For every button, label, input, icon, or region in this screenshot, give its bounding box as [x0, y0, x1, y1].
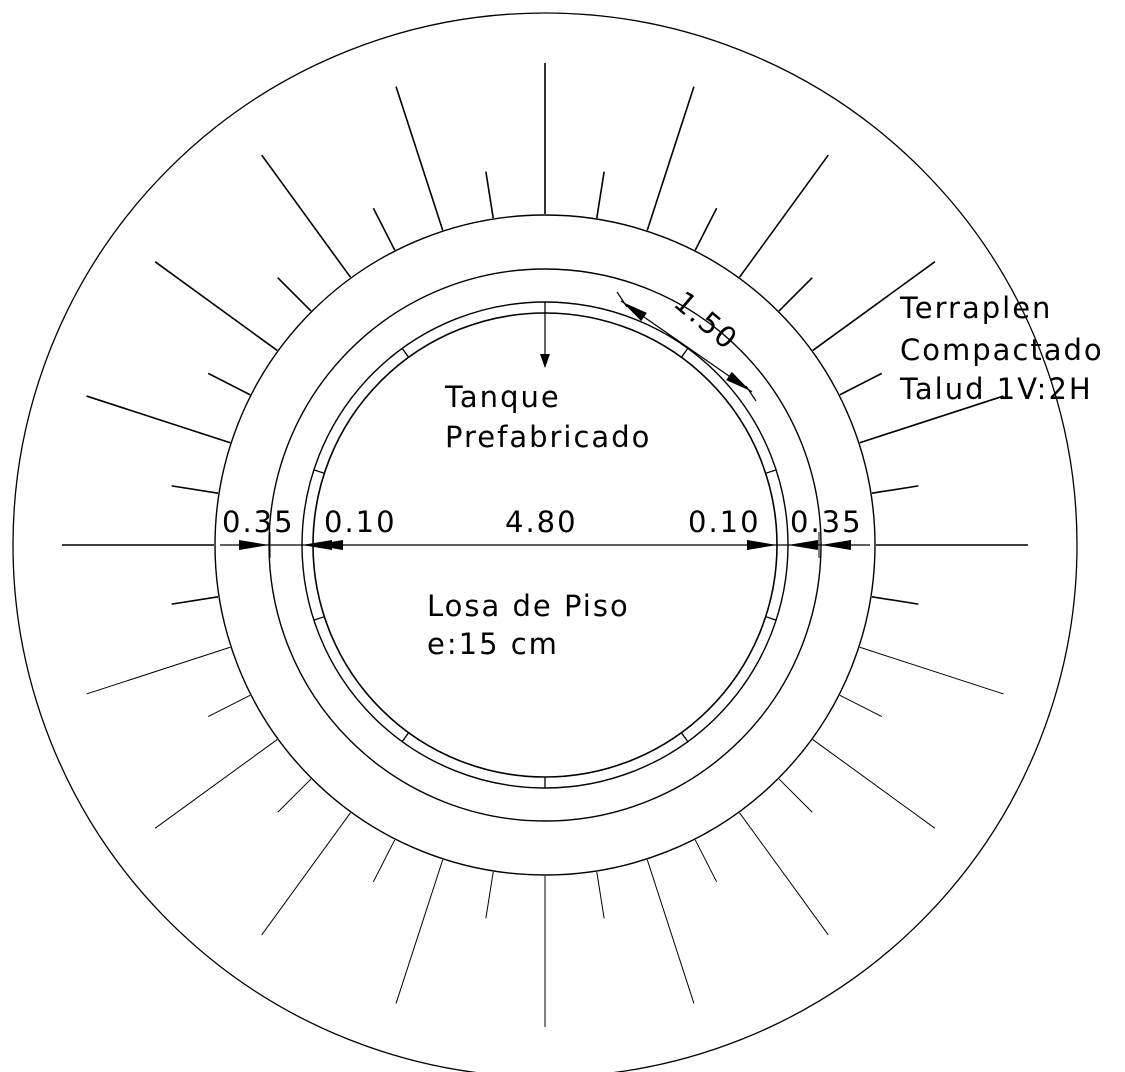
panel-arc-arrow [622, 302, 647, 322]
dimension-arrow [313, 540, 343, 550]
slope-hatch-line [154, 739, 278, 829]
slope-hatch-line [596, 871, 605, 919]
slope-hatch-line [207, 694, 251, 718]
slope-hatch-line [86, 395, 231, 444]
slope-hatch-line [154, 261, 278, 352]
tank-label-line1: Tanque [444, 380, 561, 414]
dim-inner-left: 0.10 [324, 505, 397, 539]
tank-label-line2: Prefabricado [445, 420, 651, 454]
panel-arc-arrow [726, 371, 751, 391]
slope-hatch-line [871, 485, 919, 495]
slope-hatch-line [595, 171, 605, 219]
slope-hatch-line [839, 694, 883, 718]
dimension-arrow [239, 540, 269, 550]
slope-hatch-line [171, 485, 219, 495]
slab-label-line2: e:15 cm [427, 627, 559, 661]
slope-hatch-line [739, 812, 829, 936]
panel-joint-tick [680, 732, 689, 742]
slope-hatch-line [277, 778, 312, 813]
panel-joint-tick [401, 348, 410, 358]
tank-leader-arrow [540, 354, 550, 368]
panel-joint-tick [680, 348, 689, 358]
slope-hatch-line [646, 859, 695, 1004]
panel-joint-tick [765, 616, 777, 621]
fill-label-line3: Talud 1V:2H [899, 372, 1093, 406]
dim-inner-right: 0.10 [688, 505, 761, 539]
slope-hatch-line [277, 277, 312, 312]
slab-label-line1: Losa de Piso [427, 589, 630, 623]
embankment-outer-circle [12, 12, 1078, 1072]
embankment-inner-circle [214, 214, 876, 876]
slope-hatch-line [694, 207, 718, 251]
slope-hatch-line [86, 646, 231, 695]
slope-hatch-line [839, 372, 883, 396]
slope-hatch-line [395, 859, 444, 1004]
slope-hatch-line [859, 395, 1004, 444]
panel-joint-tick [401, 732, 410, 742]
slope-hatch-line [778, 778, 813, 813]
dim-diameter: 4.80 [505, 505, 578, 539]
slope-hatch-line [812, 261, 936, 352]
panel-joint-tick [765, 469, 777, 474]
slope-hatch-line [372, 207, 396, 251]
slope-hatch-line [778, 277, 813, 312]
fill-label-line2: Compactado [900, 333, 1104, 367]
slope-hatch-line [646, 86, 695, 231]
slope-hatch-line [207, 372, 251, 396]
slope-hatch-line [738, 154, 829, 278]
slope-hatch-line [261, 154, 352, 278]
slope-hatch-line [485, 171, 495, 219]
fill-label-line1: Terraplen [899, 291, 1052, 325]
slope-hatch-line [395, 86, 444, 231]
dimension-arrow [821, 540, 851, 550]
slope-hatch-line [372, 839, 396, 883]
panel-joint-tick [313, 469, 325, 474]
slope-hatch-line [859, 646, 1004, 695]
dimension-arrow [788, 540, 818, 550]
drawing-geometry [12, 12, 1078, 1072]
slope-hatch-line [171, 595, 219, 605]
dim-panel-arc: 1.50 [668, 284, 745, 357]
slope-hatch-line [485, 871, 494, 919]
slope-hatch-line [871, 595, 919, 605]
slope-hatch-line [694, 839, 718, 883]
dimension-arrow [747, 540, 777, 550]
slope-hatch-line [261, 812, 351, 936]
dim-wall-left: 0.35 [222, 505, 295, 539]
slope-hatch-line [812, 739, 936, 829]
dim-wall-right: 0.35 [790, 505, 863, 539]
panel-joint-tick [313, 616, 325, 621]
